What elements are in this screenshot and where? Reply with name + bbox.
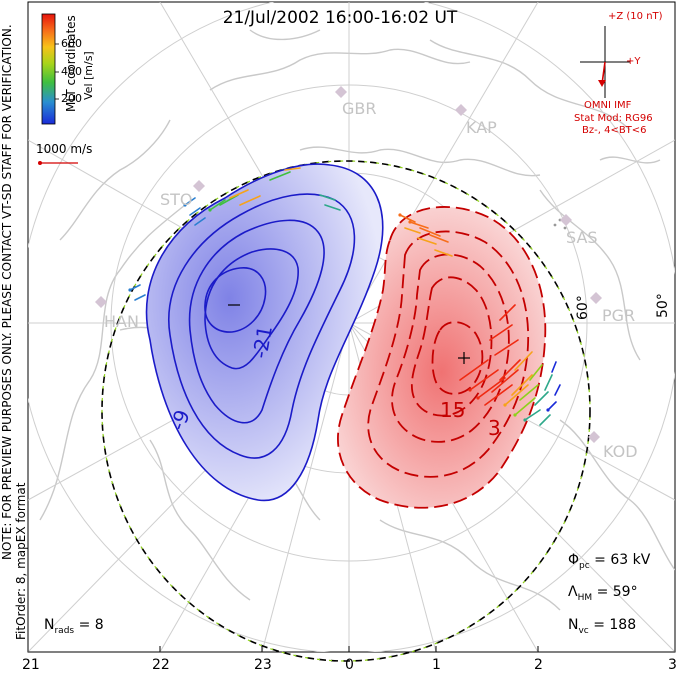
stat-nrads-sub: rads bbox=[54, 625, 75, 636]
radar-station-markers bbox=[95, 86, 602, 443]
stat-phi-pc: Φpc = 63 kV bbox=[568, 552, 650, 571]
stat-lambda-value: = 59° bbox=[596, 584, 638, 600]
potential-max-marker bbox=[458, 352, 470, 364]
station-han: HAN bbox=[104, 312, 139, 331]
colorbar-tick-200: 200 bbox=[61, 92, 82, 105]
mlt-axis-ticks bbox=[27, 646, 676, 652]
colorbar bbox=[41, 13, 56, 125]
negative-potential-cell bbox=[145, 163, 384, 502]
stat-lambda-sub: HM bbox=[577, 592, 593, 603]
colorbar-title: Vel [m/s] bbox=[82, 51, 95, 100]
stat-nrads: Nrads = 8 bbox=[44, 617, 104, 636]
mlt-tick-22: 22 bbox=[152, 657, 170, 673]
imf-y-label: +Y bbox=[626, 56, 641, 67]
stat-phi-sub: pc bbox=[579, 560, 590, 571]
station-gbr: GBR bbox=[342, 99, 377, 118]
mlt-tick-1: 1 bbox=[432, 657, 441, 673]
lat-label-60: 60° bbox=[575, 295, 591, 320]
contour-label-15: 15 bbox=[440, 398, 466, 422]
stat-lambda-hm: ΛHM = 59° bbox=[568, 584, 638, 603]
positive-potential-cell bbox=[337, 206, 547, 509]
fit-order-label: FitOrder: 8, mapEX format bbox=[14, 482, 28, 640]
imf-condition: Bz-, 4<BT<6 bbox=[582, 125, 647, 136]
mlt-tick-2: 2 bbox=[534, 657, 543, 673]
colorbar-ticks bbox=[55, 43, 59, 100]
hm-boundary-accent bbox=[101, 160, 591, 662]
station-sas: SAS bbox=[566, 228, 598, 247]
vector-scale-label: 1000 m/s bbox=[36, 142, 93, 156]
vector-scale-dot bbox=[38, 161, 42, 165]
stat-nvc-symbol: N bbox=[568, 617, 579, 633]
stat-nvc-value: = 188 bbox=[593, 617, 637, 633]
vector-dots bbox=[128, 203, 567, 422]
colorbar-tick-400: 400 bbox=[61, 65, 82, 78]
imf-vector-head bbox=[598, 80, 606, 87]
stat-nvc-sub: vc bbox=[578, 625, 589, 636]
station-sto: STO bbox=[160, 190, 193, 209]
station-kod: KOD bbox=[603, 442, 638, 461]
mlt-coordinates-label: MLT coordinates bbox=[64, 15, 78, 112]
mlt-tick-3: 3 bbox=[668, 657, 677, 673]
stat-lambda-symbol: Λ bbox=[568, 584, 578, 600]
stat-nrads-symbol: N bbox=[44, 617, 55, 633]
station-kap: KAP bbox=[466, 118, 497, 137]
map-title: 21/Jul/2002 16:00-16:02 UT bbox=[222, 8, 458, 28]
stat-nvc: Nvc = 188 bbox=[568, 617, 636, 636]
stat-nrads-value: = 8 bbox=[78, 617, 104, 633]
contour-label-3: 3 bbox=[488, 416, 501, 440]
station-pgr: PGR bbox=[602, 306, 636, 325]
stat-phi-value: = 63 kV bbox=[594, 552, 651, 568]
preview-watermark: NOTE: FOR PREVIEW PURPOSES ONLY. PLEASE … bbox=[0, 24, 14, 560]
mlt-tick-21: 21 bbox=[22, 657, 40, 673]
mlt-tick-23: 23 bbox=[254, 657, 272, 673]
stat-phi-symbol: Φ bbox=[568, 552, 580, 568]
velocity-vectors bbox=[129, 167, 561, 426]
lat-label-50: 50° bbox=[655, 293, 671, 318]
mlt-tick-0: 0 bbox=[345, 657, 354, 673]
imf-model: Stat Mod: RG96 bbox=[574, 113, 653, 124]
imf-z-label: +Z (10 nT) bbox=[608, 11, 663, 22]
imf-source: OMNI IMF bbox=[584, 100, 632, 111]
colorbar-tick-600: 600 bbox=[61, 37, 82, 50]
hm-boundary bbox=[101, 160, 591, 662]
